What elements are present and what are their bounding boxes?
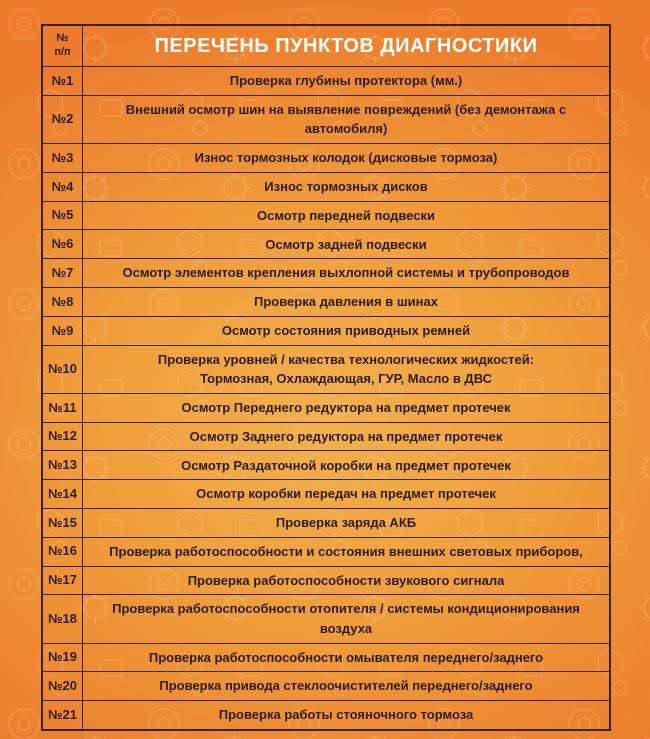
row-number: №1 [43,67,83,95]
row-description: Износ тормозных дисков [264,178,428,194]
row-number: №19 [43,643,83,672]
row-number: №6 [43,230,83,259]
row-number: №10 [43,345,83,393]
table-row: №13 Осмотр Раздаточной коробки на предме… [43,450,609,480]
row-number: №14 [43,480,83,508]
table-row: №5 Осмотр передней подвески [43,200,609,230]
row-number: №7 [43,259,83,287]
row-number: №8 [43,287,83,316]
table-row: №11 Осмотр Переднего редуктора на предме… [43,392,609,422]
table-row: №3 Износ тормозных колодок (дисковые тор… [43,143,609,172]
row-number: №9 [43,316,83,345]
row-description: Осмотр состояния приводных ремней [221,322,471,338]
row-description: Проверка привода стеклоочистителей перед… [159,678,533,694]
table-row: №6 Осмотр задней подвески [43,229,609,259]
row-description: Осмотр коробки передач на предмет протеч… [196,486,496,502]
row-number: №2 [43,95,83,144]
page-title: ПЕРЕЧЕНЬ ПУНКТОВ ДИАГНОСТИКИ [154,35,538,57]
table-row: №19 Проверка работоспособности омывателя… [43,642,609,672]
table-row: №20 Проверка привода стеклоочистителей п… [43,671,609,701]
table-row: №17 Проверка работоспособности звукового… [43,565,609,595]
table-row: №2 Внешний осмотр шин на выявление повре… [43,94,609,144]
row-number: №4 [43,172,83,201]
row-description: Проверка работы стояночного тормоза [218,707,474,723]
row-number: №17 [43,566,83,595]
row-description: Осмотр передней подвески [257,207,435,223]
row-description: Внешний осмотр шин на выявление поврежде… [125,101,567,137]
row-number: №13 [43,451,83,480]
row-number: №5 [43,201,83,230]
row-description: Проверка давления в шинах [254,294,438,310]
table-row: №21 Проверка работы стояночного тормоза [43,700,609,729]
row-number: №15 [43,508,83,537]
table-row: №1 Проверка глубины протектора (мм.) [43,66,609,95]
row-number: №16 [43,537,83,566]
row-description: Проверка работоспособности отопителя / с… [112,601,580,636]
row-description: Проверка заряда АКБ [275,515,417,531]
row-description: Проверка работоспособности звукового сиг… [187,572,505,588]
table-row: №10 Проверка уровней / качества технолог… [43,344,609,393]
row-number: №11 [43,393,83,422]
row-number: №12 [43,422,83,451]
row-description: Проверка работоспособности и состояния в… [109,543,583,559]
table-header-row: № п/п ПЕРЕЧЕНЬ ПУНКТОВ ДИАГНОСТИКИ [43,26,609,66]
row-number: №21 [43,701,83,729]
table-row: №12 Осмотр Заднего редуктора на предмет … [43,421,609,451]
table-row: №9 Осмотр состояния приводных ремней [43,315,609,345]
row-number: №20 [43,672,83,701]
row-number: №3 [43,144,83,172]
table-row: №16 Проверка работоспособности и состоян… [43,536,609,566]
row-description: Износ тормозных колодок (дисковые тормоз… [194,150,498,166]
table-row: №8 Проверка давления в шинах [43,286,609,316]
table-row: №15 Проверка заряда АКБ [43,507,609,537]
row-description: Проверка глубины протектора (мм.) [229,73,463,89]
table-row: №7 Осмотр элементов крепления выхлопной … [43,258,609,287]
row-description: Проверка уровней / качества технологичес… [157,351,535,387]
table-row: №4 Износ тормозных дисков [43,171,609,201]
table-row: №18 Проверка работоспособности отопителя… [43,594,609,643]
diagnostics-table: № п/п ПЕРЕЧЕНЬ ПУНКТОВ ДИАГНОСТИКИ №1 Пр… [41,24,611,731]
row-description: Осмотр Заднего редуктора на предмет прот… [189,428,503,444]
table-row: №14 Осмотр коробки передач на предмет пр… [43,479,609,508]
row-description: Осмотр элементов крепления выхлопной сис… [122,265,570,281]
row-description: Осмотр Переднего редуктора на предмет пр… [181,399,511,415]
row-description: Проверка работоспособности омывателя пер… [148,649,544,665]
row-description: Осмотр Раздаточной коробки на предмет пр… [181,457,511,473]
row-number: №18 [43,595,83,643]
number-column-header: № п/п [43,26,83,66]
row-description: Осмотр задней подвески [265,236,427,252]
